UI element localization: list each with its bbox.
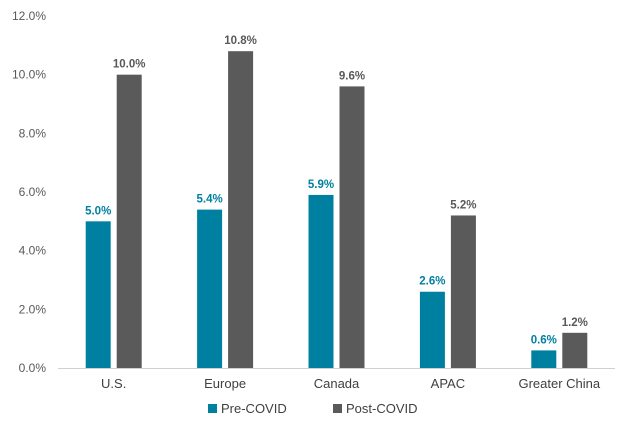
data-label: 2.6% bbox=[419, 276, 445, 288]
bar-group: 5.9% 9.6% bbox=[308, 70, 365, 369]
x-tick-label: U.S. bbox=[101, 376, 126, 391]
bar-group: 5.4% 10.8% bbox=[196, 35, 257, 368]
y-tick-label: 0.0% bbox=[19, 361, 47, 375]
bar-group: 0.6% 1.2% bbox=[531, 317, 588, 368]
legend: Pre-COVID Post-COVID bbox=[208, 401, 418, 416]
legend-swatch bbox=[333, 404, 342, 413]
legend-label: Pre-COVID bbox=[221, 401, 287, 416]
bar-group: 2.6% 5.2% bbox=[419, 199, 477, 368]
bar-post-covid bbox=[562, 332, 588, 368]
bar-post-covid bbox=[116, 74, 142, 369]
x-tick-label: Europe bbox=[204, 376, 246, 391]
data-label: 5.2% bbox=[450, 199, 476, 211]
y-tick-label: 12.0% bbox=[12, 9, 46, 23]
bar-group: 5.0% 10.0% bbox=[85, 59, 146, 369]
data-label: 10.0% bbox=[113, 59, 146, 71]
bars: 5.0% 10.0% 5.4% 10.8% 5.9% 9.6% 2.6% 5.2% 0.6% 1.… bbox=[85, 35, 588, 369]
x-tick-label: APAC bbox=[431, 376, 465, 391]
bar-pre-covid bbox=[308, 194, 334, 368]
y-tick-label: 2.0% bbox=[19, 302, 47, 316]
data-label: 5.4% bbox=[196, 194, 222, 206]
x-axis: U.S. Europe Canada APAC Greater China bbox=[101, 376, 601, 391]
data-label: 10.8% bbox=[224, 35, 257, 47]
data-label: 5.0% bbox=[85, 205, 111, 217]
y-tick-label: 10.0% bbox=[12, 68, 46, 82]
legend-item: Pre-COVID bbox=[208, 401, 287, 416]
x-tick-label: Greater China bbox=[518, 376, 600, 391]
bar-pre-covid bbox=[419, 291, 445, 368]
data-label: 1.2% bbox=[562, 317, 588, 329]
data-label: 9.6% bbox=[339, 70, 365, 82]
data-label: 0.6% bbox=[531, 334, 557, 346]
bar-pre-covid bbox=[197, 209, 223, 368]
legend-swatch bbox=[208, 404, 217, 413]
bar-pre-covid bbox=[85, 221, 111, 368]
x-tick-label: Canada bbox=[314, 376, 360, 391]
legend-item: Post-COVID bbox=[333, 401, 418, 416]
bar-post-covid bbox=[228, 51, 254, 368]
bar-post-covid bbox=[339, 86, 365, 369]
y-tick-label: 4.0% bbox=[19, 244, 47, 258]
data-label: 5.9% bbox=[308, 179, 334, 191]
y-tick-label: 8.0% bbox=[19, 126, 47, 140]
y-tick-label: 6.0% bbox=[19, 185, 47, 199]
bar-post-covid bbox=[450, 215, 476, 368]
legend-label: Post-COVID bbox=[346, 401, 418, 416]
bar-pre-covid bbox=[531, 350, 557, 368]
y-axis: 0.0% 2.0% 4.0% 6.0% 8.0% 10.0% 12.0% bbox=[12, 9, 46, 375]
